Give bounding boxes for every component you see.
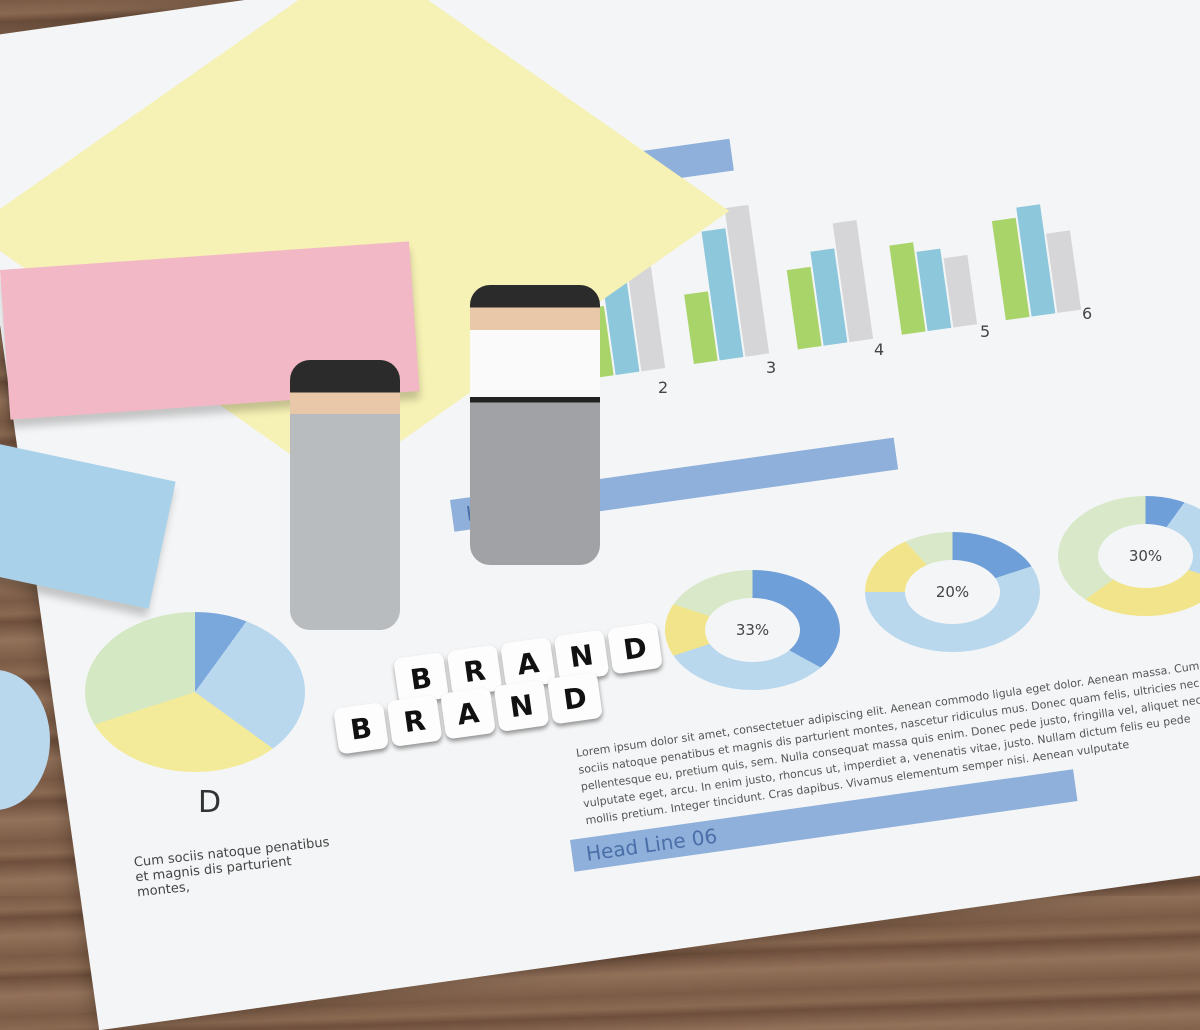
donut-chart: 20%: [865, 532, 1040, 652]
bar-label: 5: [980, 322, 991, 341]
bar-label: 6: [1082, 304, 1093, 323]
figurine-man-in-white-shirt: [470, 285, 600, 565]
letter-cube: R: [386, 694, 443, 748]
donut-label: 33%: [735, 621, 770, 639]
letter-cube: D: [607, 621, 663, 675]
figurine-man-in-suit: [290, 360, 400, 630]
donut-label: 20%: [935, 583, 970, 601]
pie-chart-partial: [0, 670, 50, 810]
letter-cube: A: [440, 687, 496, 740]
donut-chart: 33%: [665, 570, 840, 690]
donut-chart: 30%: [1058, 496, 1200, 616]
pie-chart: [85, 612, 305, 772]
letter-cube: N: [493, 679, 550, 733]
bar-label: 2: [658, 378, 669, 397]
donut-label: 30%: [1128, 547, 1163, 565]
bar-label: 3: [766, 358, 777, 377]
letter-cube: B: [333, 702, 390, 755]
pie-label: D: [198, 785, 222, 820]
letter-cube: D: [547, 671, 603, 725]
bar-label: 4: [874, 340, 885, 359]
